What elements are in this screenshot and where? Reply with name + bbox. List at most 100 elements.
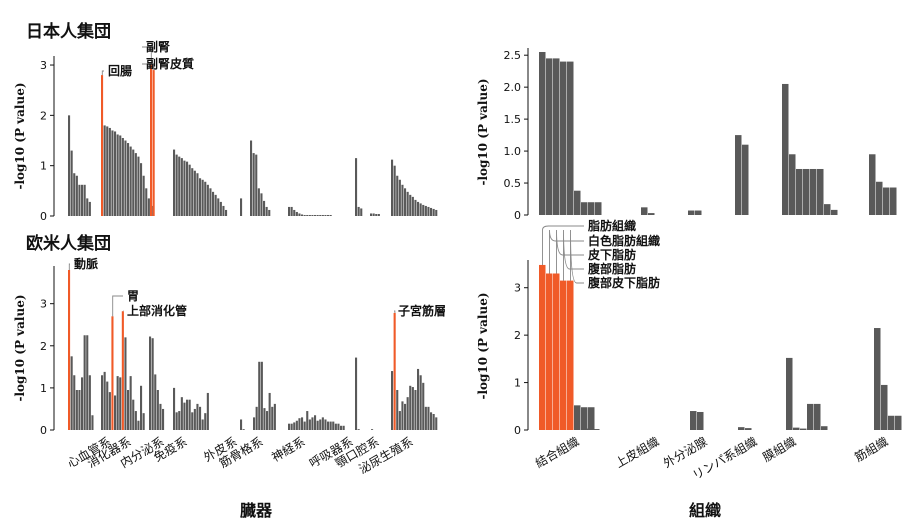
bar [574,190,581,215]
bar [242,429,245,430]
y-tick-label: 3 [514,282,521,295]
bar [371,429,374,430]
bar [303,421,306,430]
y-axis-title: -log10 (P value) [476,292,490,399]
bar [396,175,399,216]
annotation-leader [556,229,584,274]
bar [411,387,414,430]
bar [178,411,181,430]
bar [890,187,897,215]
bar [178,156,181,216]
bar [142,175,145,216]
bar [417,368,420,430]
bar [75,175,78,216]
bar [595,202,602,215]
bar [404,403,407,430]
bar [288,423,291,430]
bar [253,417,256,430]
bar [271,406,274,430]
y-axis-title-jp-tissue: -log10 (P value) [476,78,490,185]
bar [301,214,304,216]
bar [191,412,194,430]
bar [298,213,301,216]
bar [574,405,581,430]
bar [422,204,425,216]
highlighted-bar [567,280,574,430]
bar [793,427,800,430]
bar [690,411,697,430]
bar [103,371,106,430]
bar [742,144,749,215]
bar [393,165,396,216]
bar [68,115,71,216]
bar [298,418,301,430]
bar [883,187,890,215]
bar [810,168,817,215]
bar [129,376,132,430]
bar [175,412,178,430]
bar [204,413,207,430]
tissue-category-label: 膜組織 [760,434,798,464]
y-axis-title: -log10 (P value) [476,78,490,185]
bar [391,159,394,216]
bar [306,411,309,430]
bar [817,168,824,215]
bar [156,390,159,430]
bar [255,154,258,216]
bar [332,421,335,430]
bar [329,214,332,216]
bar [430,207,433,216]
bar [145,188,148,216]
bar [137,420,140,430]
bar [435,209,438,216]
bar [252,153,255,216]
bar [193,170,196,216]
bar [327,421,330,430]
y-tick-label: 3 [40,298,47,311]
annotation-leader [570,229,584,284]
annotation-label: 胃 [127,289,139,303]
bar [357,429,360,430]
y-tick-label: 1.5 [504,113,522,126]
bar [375,213,378,216]
bar [199,406,202,430]
x-axis-title-organ: 臓器 [240,501,273,520]
bar [314,214,317,216]
bar [103,125,106,216]
bar [219,201,222,216]
y-tick-label: 0 [40,210,47,223]
highlighted-bar [111,316,114,430]
annotation-leader [112,295,123,317]
bar [116,134,119,216]
bar [560,61,567,216]
bar [648,213,655,215]
bar [273,403,276,430]
bar [225,209,228,216]
annotation-leader [563,229,584,281]
bar [409,194,412,216]
bar [114,395,117,430]
bar [111,130,114,216]
annotation-label: 回腸 [108,64,132,78]
bar [134,153,137,216]
bar [311,214,314,216]
y-tick-label: 1 [40,160,47,173]
bar [257,188,260,216]
bar [414,390,417,430]
bar [321,214,324,216]
bar [406,397,409,430]
bar [411,196,414,216]
bar [293,209,296,216]
annotation-label: 腹部皮下脂肪 [588,275,660,290]
bar [427,406,430,430]
bar [586,428,593,430]
bar [73,173,76,216]
bar [308,214,311,216]
bar [255,406,258,430]
x-axis-title-tissue: 組織 [689,501,721,520]
bar [414,199,417,216]
annotation-leader [142,63,155,71]
bar [419,375,422,430]
